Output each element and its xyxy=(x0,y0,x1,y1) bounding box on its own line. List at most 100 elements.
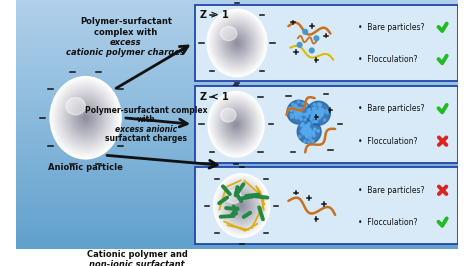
Circle shape xyxy=(298,111,300,113)
Circle shape xyxy=(298,109,300,111)
Ellipse shape xyxy=(208,11,266,75)
Text: Cationic polymer and: Cationic polymer and xyxy=(87,250,187,259)
Ellipse shape xyxy=(67,96,104,139)
Ellipse shape xyxy=(223,27,251,59)
Bar xyxy=(16,168,458,171)
Ellipse shape xyxy=(215,99,257,149)
Text: Z > 1: Z > 1 xyxy=(200,10,228,20)
Ellipse shape xyxy=(219,105,253,144)
Circle shape xyxy=(309,131,310,133)
Ellipse shape xyxy=(220,27,237,41)
Circle shape xyxy=(308,113,310,115)
Circle shape xyxy=(308,141,310,143)
Bar xyxy=(16,208,458,211)
Bar xyxy=(16,106,458,109)
Ellipse shape xyxy=(225,30,249,56)
Circle shape xyxy=(309,128,311,130)
Circle shape xyxy=(315,114,318,117)
Ellipse shape xyxy=(223,184,261,227)
Bar xyxy=(16,124,458,127)
Circle shape xyxy=(317,113,319,115)
Circle shape xyxy=(303,130,305,132)
Circle shape xyxy=(305,125,307,127)
Circle shape xyxy=(290,114,292,116)
Circle shape xyxy=(309,129,311,131)
Circle shape xyxy=(321,108,323,111)
Circle shape xyxy=(309,111,310,113)
Bar xyxy=(16,81,458,84)
Circle shape xyxy=(298,111,300,113)
Circle shape xyxy=(316,111,318,113)
Bar xyxy=(16,137,458,140)
Circle shape xyxy=(305,125,307,127)
Ellipse shape xyxy=(217,178,266,234)
Circle shape xyxy=(318,114,319,116)
Bar xyxy=(16,13,458,15)
Circle shape xyxy=(318,113,319,115)
Bar xyxy=(16,87,458,90)
Circle shape xyxy=(300,114,302,116)
Bar xyxy=(16,84,458,87)
Circle shape xyxy=(300,112,302,114)
Ellipse shape xyxy=(220,181,263,230)
Circle shape xyxy=(298,101,300,103)
Circle shape xyxy=(317,130,319,132)
Bar xyxy=(16,218,458,221)
Ellipse shape xyxy=(76,106,96,129)
Circle shape xyxy=(326,112,328,114)
Circle shape xyxy=(301,130,303,132)
Ellipse shape xyxy=(287,100,311,124)
Ellipse shape xyxy=(219,23,255,63)
Ellipse shape xyxy=(230,118,242,131)
Bar xyxy=(16,193,458,196)
Circle shape xyxy=(295,112,297,114)
Circle shape xyxy=(316,120,318,123)
Circle shape xyxy=(321,113,323,116)
Circle shape xyxy=(301,107,303,110)
Bar xyxy=(16,152,458,155)
Ellipse shape xyxy=(230,35,244,51)
Circle shape xyxy=(316,112,319,114)
Bar xyxy=(16,183,458,186)
Ellipse shape xyxy=(60,88,111,147)
Bar xyxy=(16,121,458,124)
Circle shape xyxy=(295,107,298,110)
Bar xyxy=(16,159,458,161)
Bar xyxy=(16,202,458,205)
Circle shape xyxy=(298,113,300,115)
Ellipse shape xyxy=(233,39,241,47)
Ellipse shape xyxy=(215,175,269,236)
Circle shape xyxy=(312,110,315,112)
Circle shape xyxy=(310,131,312,134)
Bar xyxy=(16,211,458,214)
Ellipse shape xyxy=(214,98,258,151)
Bar xyxy=(16,9,458,13)
Circle shape xyxy=(297,43,302,47)
Ellipse shape xyxy=(239,203,244,208)
Ellipse shape xyxy=(216,176,267,235)
Bar xyxy=(16,96,458,99)
Bar xyxy=(16,165,458,168)
Ellipse shape xyxy=(77,108,94,128)
Circle shape xyxy=(314,117,317,119)
Circle shape xyxy=(308,131,310,133)
Ellipse shape xyxy=(228,34,246,52)
Ellipse shape xyxy=(84,116,87,119)
Ellipse shape xyxy=(236,42,238,44)
Bar xyxy=(16,127,458,131)
Circle shape xyxy=(319,104,321,106)
Ellipse shape xyxy=(237,201,246,211)
Bar xyxy=(16,28,458,31)
Circle shape xyxy=(308,122,310,124)
Circle shape xyxy=(298,111,301,113)
Circle shape xyxy=(309,129,310,131)
Circle shape xyxy=(304,119,306,121)
Circle shape xyxy=(301,123,303,126)
Bar xyxy=(16,214,458,218)
Ellipse shape xyxy=(79,110,93,126)
Circle shape xyxy=(317,112,319,114)
Circle shape xyxy=(295,111,297,113)
Circle shape xyxy=(295,104,297,106)
Ellipse shape xyxy=(221,183,262,228)
Circle shape xyxy=(311,133,314,135)
